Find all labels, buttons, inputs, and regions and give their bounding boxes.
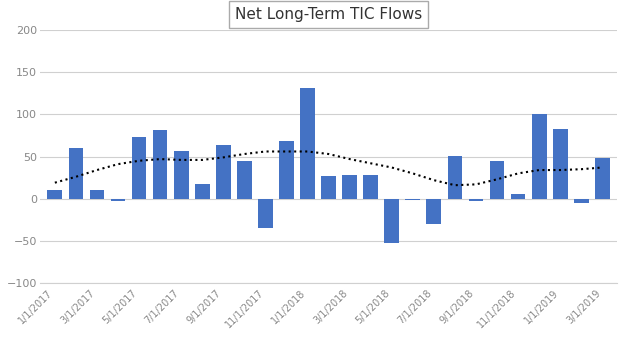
Bar bbox=[110, 199, 125, 201]
Title: Net Long-Term TIC Flows: Net Long-Term TIC Flows bbox=[235, 7, 422, 22]
Bar bbox=[237, 161, 251, 199]
Bar bbox=[469, 199, 484, 201]
Bar bbox=[47, 190, 62, 199]
Bar bbox=[174, 151, 188, 199]
Bar bbox=[510, 194, 525, 199]
Bar bbox=[279, 141, 294, 199]
Bar bbox=[258, 199, 273, 228]
Bar bbox=[153, 129, 167, 199]
Bar bbox=[574, 199, 588, 203]
Bar bbox=[195, 184, 210, 199]
Bar bbox=[300, 88, 315, 199]
Bar bbox=[132, 137, 147, 199]
Bar bbox=[363, 175, 378, 199]
Bar bbox=[447, 156, 462, 199]
Bar bbox=[90, 190, 104, 199]
Bar bbox=[595, 158, 610, 199]
Bar bbox=[490, 161, 504, 199]
Bar bbox=[532, 114, 547, 199]
Bar bbox=[342, 175, 357, 199]
Bar bbox=[69, 148, 83, 199]
Bar bbox=[216, 145, 231, 199]
Bar bbox=[426, 199, 441, 224]
Bar bbox=[406, 199, 420, 201]
Bar bbox=[553, 129, 568, 199]
Bar bbox=[384, 199, 399, 243]
Bar bbox=[321, 176, 336, 199]
